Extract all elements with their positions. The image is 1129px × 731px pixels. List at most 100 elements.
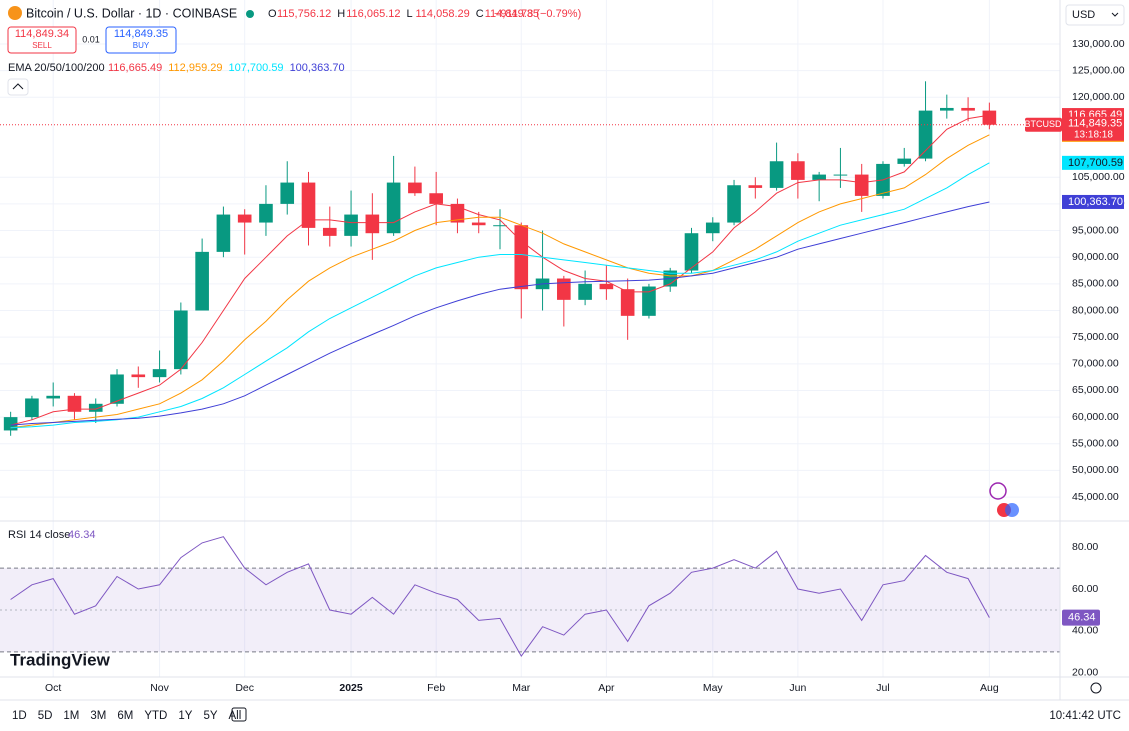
symbol-title[interactable]: Bitcoin / U.S. Dollar · 1D · COINBASE bbox=[26, 6, 237, 20]
x-tick-label: Dec bbox=[235, 682, 254, 694]
ema-tag-label: 100,363.70 bbox=[1068, 196, 1123, 208]
ohlc-key: C bbox=[476, 8, 484, 20]
range-button[interactable]: 1D bbox=[12, 710, 27, 722]
candle-body bbox=[769, 161, 784, 188]
y-tick-label: 80,000.00 bbox=[1072, 304, 1119, 316]
x-tick-label: Mar bbox=[512, 682, 531, 694]
ema-line bbox=[10, 114, 990, 426]
candle-body bbox=[727, 185, 741, 223]
candle-body bbox=[216, 214, 231, 252]
collapse-button[interactable] bbox=[7, 78, 29, 96]
range-button[interactable]: 1Y bbox=[178, 710, 192, 722]
candle-body bbox=[195, 251, 209, 311]
settings-icon[interactable] bbox=[1090, 682, 1102, 694]
indicator-title[interactable]: EMA 20/50/100/200 bbox=[8, 62, 105, 74]
range-button[interactable]: 5Y bbox=[203, 710, 217, 722]
ohlc-value: 114,058.29 bbox=[416, 8, 470, 20]
range-button[interactable]: 6M bbox=[117, 710, 133, 722]
spread: 0.01 bbox=[82, 34, 100, 44]
ohlc-key: O bbox=[268, 8, 277, 20]
symbol-tag bbox=[1025, 117, 1062, 132]
axes: 45,000.00 50,000.00 55,000.00 60,000.00 65,0… bbox=[45, 38, 1125, 694]
x-tick-label: Feb bbox=[427, 682, 445, 694]
market-status bbox=[246, 10, 254, 18]
ema-legend-value: 116,665.49 bbox=[108, 62, 162, 74]
btc-icon bbox=[8, 6, 22, 20]
y-tick-label: 90,000.00 bbox=[1072, 251, 1119, 263]
range-button[interactable]: All bbox=[229, 710, 242, 722]
ema-line bbox=[10, 201, 990, 426]
ema-tag-label: 107,700.59 bbox=[1068, 157, 1123, 169]
rsi-tag-label: 46.34 bbox=[1068, 612, 1096, 624]
plot bbox=[0, 81, 1060, 658]
y-tick-label: 95,000.00 bbox=[1072, 224, 1119, 236]
candle-body bbox=[280, 182, 295, 204]
range-button[interactable]: 5D bbox=[38, 710, 53, 722]
candle-body bbox=[365, 214, 380, 234]
ohlc-value: 115,756.12 bbox=[277, 8, 331, 20]
x-tick-label: Jul bbox=[876, 682, 889, 694]
candle-body bbox=[642, 286, 656, 316]
ema-line bbox=[10, 162, 990, 429]
footer: 1D 5D 1M 3M 6M YTD 1Y 5Y All bbox=[12, 710, 241, 722]
candle-body bbox=[237, 214, 252, 223]
candle-body bbox=[918, 110, 933, 159]
ema-tag bbox=[1062, 194, 1124, 209]
collapse-icon bbox=[12, 83, 24, 90]
rsi-title[interactable]: RSI 14 close bbox=[8, 529, 70, 541]
rsi-tick-label: 20.00 bbox=[1072, 667, 1098, 679]
clock[interactable]: 10:41:42 UTC bbox=[1049, 710, 1121, 722]
sell-price[interactable]: 114,849.34 bbox=[15, 28, 69, 40]
candle-body bbox=[259, 203, 273, 223]
candle-body bbox=[791, 161, 805, 180]
candle-body bbox=[684, 233, 699, 271]
currency-select[interactable] bbox=[1065, 4, 1125, 26]
candle-body bbox=[812, 174, 826, 180]
candle-body bbox=[88, 403, 103, 412]
candle-body bbox=[46, 395, 60, 399]
event-icon[interactable] bbox=[1005, 503, 1019, 517]
date-range-icon[interactable] bbox=[231, 707, 247, 722]
sell-label[interactable]: SELL bbox=[32, 41, 52, 50]
y-tick-label: 60,000.00 bbox=[1072, 411, 1119, 423]
candle-body bbox=[386, 182, 401, 234]
ema-legend-value: 100,363.70 bbox=[290, 62, 345, 74]
event-icon[interactable] bbox=[989, 482, 1007, 500]
sell-button[interactable] bbox=[7, 26, 77, 54]
ohlc-key: L bbox=[407, 8, 413, 20]
ema-legend: 116,665.49 112,959.29 107,700.59 100,363.70 bbox=[108, 62, 345, 74]
ema-tag bbox=[1062, 155, 1124, 170]
candle-body bbox=[833, 174, 848, 176]
candle-body bbox=[344, 214, 358, 236]
price-tag-label: 114,849.35 bbox=[1068, 118, 1122, 130]
candle-body bbox=[940, 107, 954, 111]
range-button[interactable]: 1M bbox=[63, 710, 79, 722]
x-tick-label: May bbox=[703, 682, 724, 694]
candle-body bbox=[471, 222, 486, 226]
buy-button[interactable] bbox=[105, 26, 177, 54]
y-tick-label: 70,000.00 bbox=[1072, 358, 1119, 370]
ohlc-value: 114,849.35 bbox=[485, 8, 539, 20]
x-tick-label: Aug bbox=[980, 682, 999, 694]
buy-price[interactable]: 114,849.35 bbox=[114, 28, 168, 40]
candle-body bbox=[408, 182, 422, 194]
buy-label[interactable]: BUY bbox=[133, 41, 150, 50]
range-button[interactable]: YTD bbox=[144, 710, 167, 722]
candle-body bbox=[982, 110, 997, 125]
candle-body bbox=[131, 374, 146, 378]
rsi-value: 46.34 bbox=[68, 529, 96, 541]
candle-body bbox=[322, 227, 337, 236]
x-tick-label: Nov bbox=[150, 682, 169, 694]
x-tick-label: Oct bbox=[45, 682, 61, 694]
candle-body bbox=[620, 289, 635, 316]
x-tick-label: 2025 bbox=[339, 682, 363, 694]
countdown: 13:18:18 bbox=[1074, 129, 1113, 140]
candle-body bbox=[25, 398, 39, 418]
logo: TradingView bbox=[10, 650, 111, 669]
candle-body bbox=[705, 222, 720, 234]
symbol-tag-label: BTCUSD bbox=[1024, 119, 1062, 129]
currency[interactable]: USD bbox=[1072, 9, 1095, 21]
candle-body bbox=[599, 283, 614, 290]
range-button[interactable]: 3M bbox=[90, 710, 106, 722]
